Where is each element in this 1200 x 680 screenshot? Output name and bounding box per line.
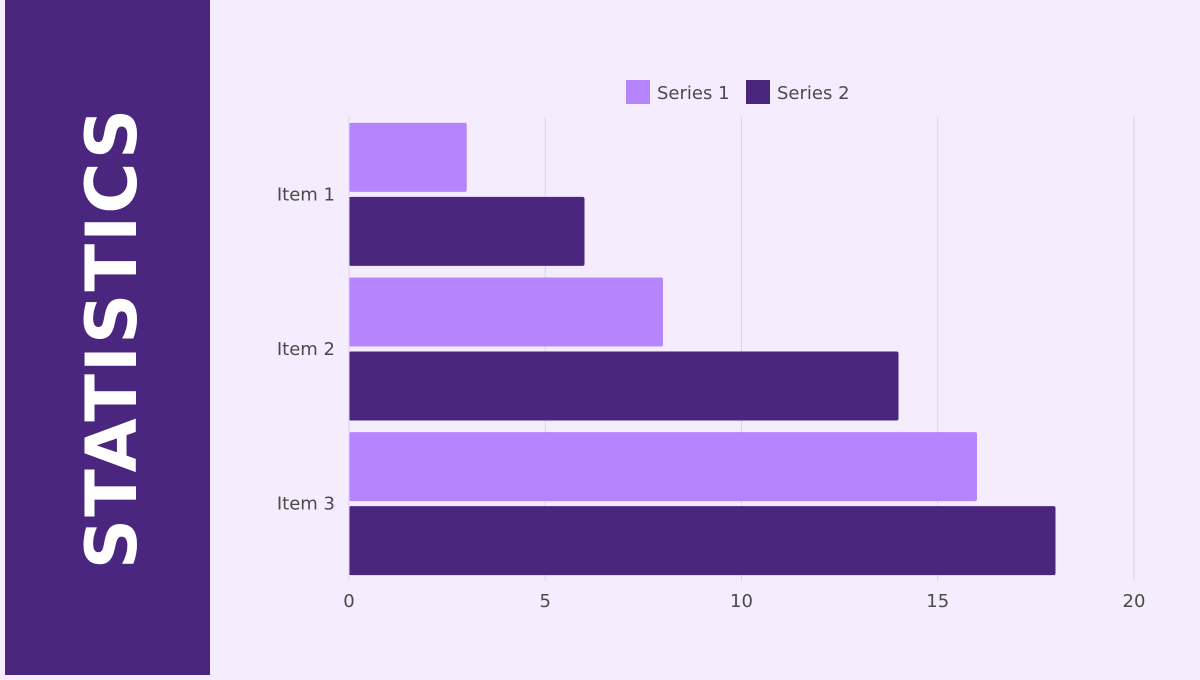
x-tick-label: 20 xyxy=(1123,591,1146,612)
axes: 0 5 10 15 20 Item 1 Item 2 Item 3 xyxy=(277,117,1146,612)
category-label: Item 3 xyxy=(277,494,335,515)
x-tick-label: 10 xyxy=(730,591,753,612)
x-tick-label: 0 xyxy=(343,591,354,612)
legend-label: Series 1 xyxy=(657,83,730,104)
legend-swatch xyxy=(746,80,770,104)
bar xyxy=(349,122,467,192)
bar xyxy=(349,432,977,502)
x-tick-label: 5 xyxy=(540,591,551,612)
title-sidebar: STATISTICS xyxy=(5,0,210,675)
bar xyxy=(349,351,899,421)
legend-swatch xyxy=(626,80,650,104)
grid-lines xyxy=(544,117,1135,581)
x-tick-label: 15 xyxy=(926,591,949,612)
bar xyxy=(349,506,1056,576)
category-label: Item 1 xyxy=(277,184,335,205)
bar xyxy=(349,277,663,347)
legend-label: Series 2 xyxy=(777,83,850,104)
category-label: Item 2 xyxy=(277,339,335,360)
bar xyxy=(349,196,585,266)
legend: Series 1 Series 2 xyxy=(626,80,850,104)
bars xyxy=(349,122,1056,576)
